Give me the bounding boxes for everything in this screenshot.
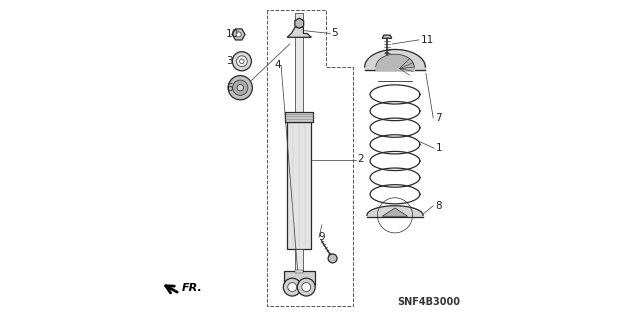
Circle shape <box>232 52 252 71</box>
Text: 7: 7 <box>435 113 442 123</box>
Text: 3: 3 <box>226 56 232 66</box>
Text: 9: 9 <box>318 232 324 242</box>
FancyBboxPatch shape <box>295 33 303 112</box>
Text: 1: 1 <box>435 143 442 153</box>
Text: 2: 2 <box>357 154 364 165</box>
Text: FR.: FR. <box>182 283 203 293</box>
Circle shape <box>284 278 301 296</box>
Text: 10: 10 <box>226 29 239 40</box>
Circle shape <box>236 32 241 37</box>
Circle shape <box>228 76 252 100</box>
Polygon shape <box>287 27 312 37</box>
Circle shape <box>237 85 243 91</box>
Circle shape <box>298 278 316 296</box>
Polygon shape <box>382 35 392 38</box>
FancyBboxPatch shape <box>284 271 315 285</box>
Text: 4: 4 <box>275 60 282 70</box>
Text: 11: 11 <box>420 35 434 45</box>
FancyBboxPatch shape <box>285 112 314 122</box>
Text: 5: 5 <box>332 28 338 39</box>
Circle shape <box>236 56 247 67</box>
Text: 6: 6 <box>226 83 232 93</box>
FancyBboxPatch shape <box>287 122 312 249</box>
Circle shape <box>232 80 248 95</box>
FancyBboxPatch shape <box>295 270 303 273</box>
Text: 8: 8 <box>435 201 442 211</box>
Text: SNF4B3000: SNF4B3000 <box>397 297 460 308</box>
Circle shape <box>302 283 311 292</box>
Polygon shape <box>232 29 245 40</box>
Circle shape <box>328 254 337 263</box>
Circle shape <box>288 283 297 292</box>
FancyBboxPatch shape <box>295 249 303 271</box>
FancyBboxPatch shape <box>295 13 303 27</box>
Polygon shape <box>382 208 408 216</box>
Polygon shape <box>295 18 304 28</box>
Circle shape <box>239 59 244 63</box>
